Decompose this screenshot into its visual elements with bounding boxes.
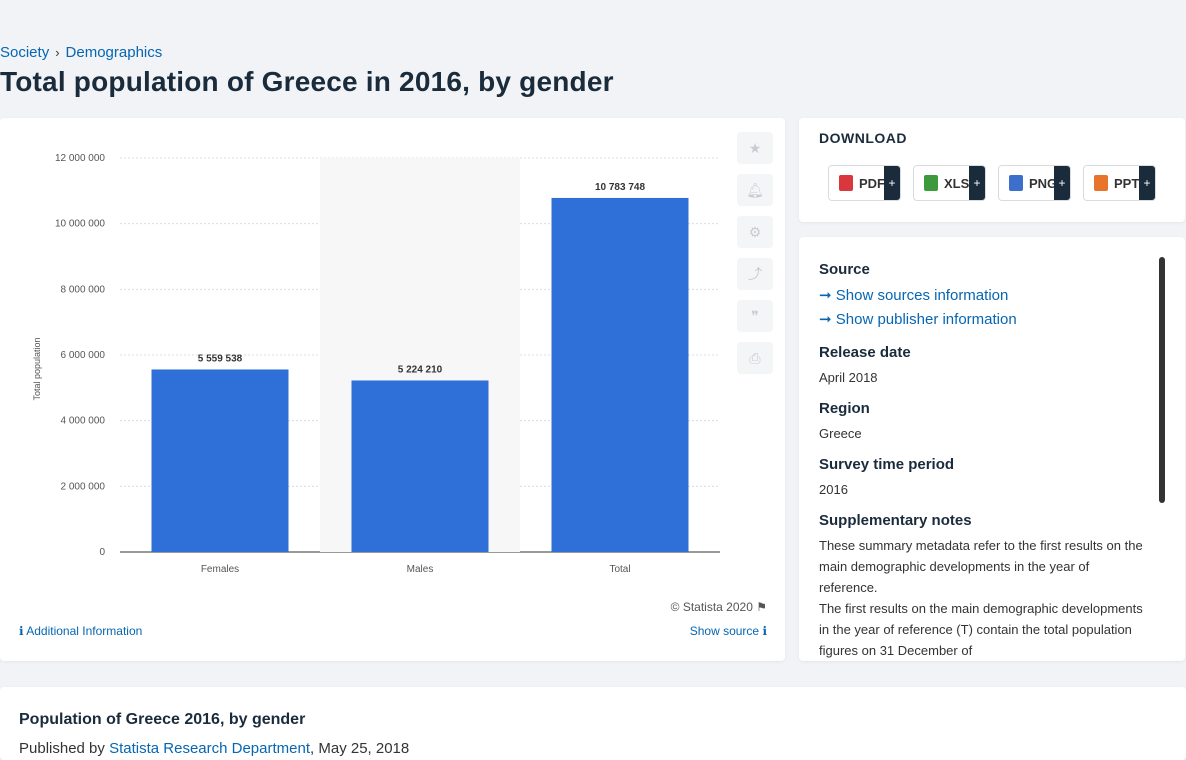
download-buttons: PDF + XLS + PNG + PPT + <box>828 165 1156 201</box>
show-sources-link[interactable]: ➞ Show sources information <box>819 284 1149 308</box>
info-icon: ℹ <box>19 624 24 638</box>
data-labels: 5 559 538 5 224 210 10 783 748 <box>198 182 646 376</box>
breadcrumb-separator: › <box>55 45 60 60</box>
print-icon[interactable]: ⎙ <box>737 342 773 374</box>
chart-panel: 0 2 000 000 4 000 000 6 000 000 8 000 000 10 … <box>0 118 785 661</box>
arrow-right-icon: ➞ <box>819 287 832 304</box>
info-icon: ℹ <box>762 624 767 638</box>
data-label: 5 559 538 <box>198 353 243 364</box>
publisher-link[interactable]: Statista Research Department <box>109 740 311 757</box>
y-tick-label: 4 000 000 <box>61 416 106 427</box>
bar-total <box>551 197 689 553</box>
bars <box>151 197 689 553</box>
data-label: 10 783 748 <box>595 182 645 193</box>
show-publisher-link[interactable]: ➞ Show publisher information <box>819 308 1149 332</box>
pdf-file-icon <box>839 175 853 191</box>
published-by-label: Published by <box>19 740 105 757</box>
png-file-icon <box>1009 175 1023 191</box>
region-heading: Region <box>819 400 870 417</box>
data-label: 5 224 210 <box>398 364 443 375</box>
ppt-file-icon <box>1094 175 1108 191</box>
page-title: Total population of Greece in 2016, by g… <box>0 66 614 97</box>
download-panel: DOWNLOAD PDF + XLS + PNG + PPT + <box>799 118 1185 222</box>
publish-date: , May 25, 2018 <box>310 740 410 757</box>
bar-chart: 0 2 000 000 4 000 000 6 000 000 8 000 000 10 … <box>32 153 720 575</box>
copyright[interactable]: © Statista 2020 ⚑ <box>671 600 767 614</box>
bar-males <box>351 380 489 552</box>
y-axis-label: Total population <box>32 337 42 400</box>
breadcrumb-demographics[interactable]: Demographics <box>65 44 163 61</box>
source-heading: Source <box>819 261 870 278</box>
share-icon[interactable]: ⤴ <box>737 258 773 290</box>
download-pdf-label: PDF <box>859 175 885 191</box>
plus-icon: + <box>1054 166 1070 200</box>
download-png-label: PNG <box>1029 175 1058 191</box>
chart-tools: ★ 🔔︎ ⚙ ⤴ ❞ ⎙ <box>737 132 773 374</box>
xls-file-icon <box>924 175 938 191</box>
y-tick-label: 10 000 000 <box>55 219 105 230</box>
breadcrumb-society[interactable]: Society <box>0 44 50 61</box>
plus-icon: + <box>884 166 900 200</box>
copyright-text: © Statista 2020 <box>670 600 753 614</box>
plus-icon: + <box>969 166 985 200</box>
survey-heading: Survey time period <box>819 456 955 473</box>
additional-info-link[interactable]: ℹ Additional Information <box>19 624 142 638</box>
x-tick-labels: Females Males Total <box>201 564 631 575</box>
notes-paragraph-2: The first results on the main demographi… <box>819 601 1143 658</box>
info-content: Source ➞ Show sources information ➞ Show… <box>819 261 1149 661</box>
gear-icon[interactable]: ⚙ <box>737 216 773 248</box>
notes-heading: Supplementary notes <box>819 512 972 529</box>
x-tick-label: Females <box>201 564 239 575</box>
scrollbar[interactable] <box>1159 257 1165 503</box>
download-pdf-button[interactable]: PDF + <box>828 165 901 201</box>
quote-icon[interactable]: ❞ <box>737 300 773 332</box>
y-tick-label: 6 000 000 <box>61 350 106 361</box>
download-ppt-button[interactable]: PPT + <box>1083 165 1156 201</box>
show-source-label: Show source <box>689 624 760 638</box>
x-tick-label: Males <box>407 564 434 575</box>
show-sources-label: Show sources information <box>835 287 1009 304</box>
additional-info-label: Additional Information <box>26 624 143 638</box>
notes-paragraph-1: These summary metadata refer to the firs… <box>819 538 1143 595</box>
flag-icon: ⚑ <box>756 600 767 614</box>
star-icon[interactable]: ★ <box>737 132 773 164</box>
bottom-panel: Population of Greece 2016, by gender Pub… <box>0 687 1186 760</box>
y-tick-labels: 0 2 000 000 4 000 000 6 000 000 8 000 000 10 … <box>55 153 106 558</box>
show-publisher-label: Show publisher information <box>835 311 1017 328</box>
statistic-title: Population of Greece 2016, by gender <box>19 711 306 728</box>
y-tick-label: 12 000 000 <box>55 153 105 164</box>
info-panel: Source ➞ Show sources information ➞ Show… <box>799 237 1185 661</box>
download-xls-button[interactable]: XLS + <box>913 165 986 201</box>
plus-icon: + <box>1139 166 1155 200</box>
download-ppt-label: PPT <box>1114 175 1140 191</box>
download-title: DOWNLOAD <box>819 130 907 146</box>
release-heading: Release date <box>819 344 911 361</box>
bar-females <box>151 369 289 552</box>
survey-value: 2016 <box>819 482 848 497</box>
breadcrumb: Society › Demographics <box>0 44 162 61</box>
y-tick-label: 0 <box>99 547 105 558</box>
y-tick-label: 8 000 000 <box>61 284 106 295</box>
arrow-right-icon: ➞ <box>819 311 832 328</box>
region-value: Greece <box>819 426 862 441</box>
show-source-link[interactable]: Show source ℹ <box>690 624 767 638</box>
x-tick-label: Total <box>609 564 630 575</box>
download-png-button[interactable]: PNG + <box>998 165 1071 201</box>
download-xls-label: XLS <box>944 175 970 191</box>
release-value: April 2018 <box>819 370 878 385</box>
y-tick-label: 2 000 000 <box>61 481 106 492</box>
bell-icon[interactable]: 🔔︎ <box>737 174 773 206</box>
published-by: Published by Statista Research Departmen… <box>19 740 409 757</box>
